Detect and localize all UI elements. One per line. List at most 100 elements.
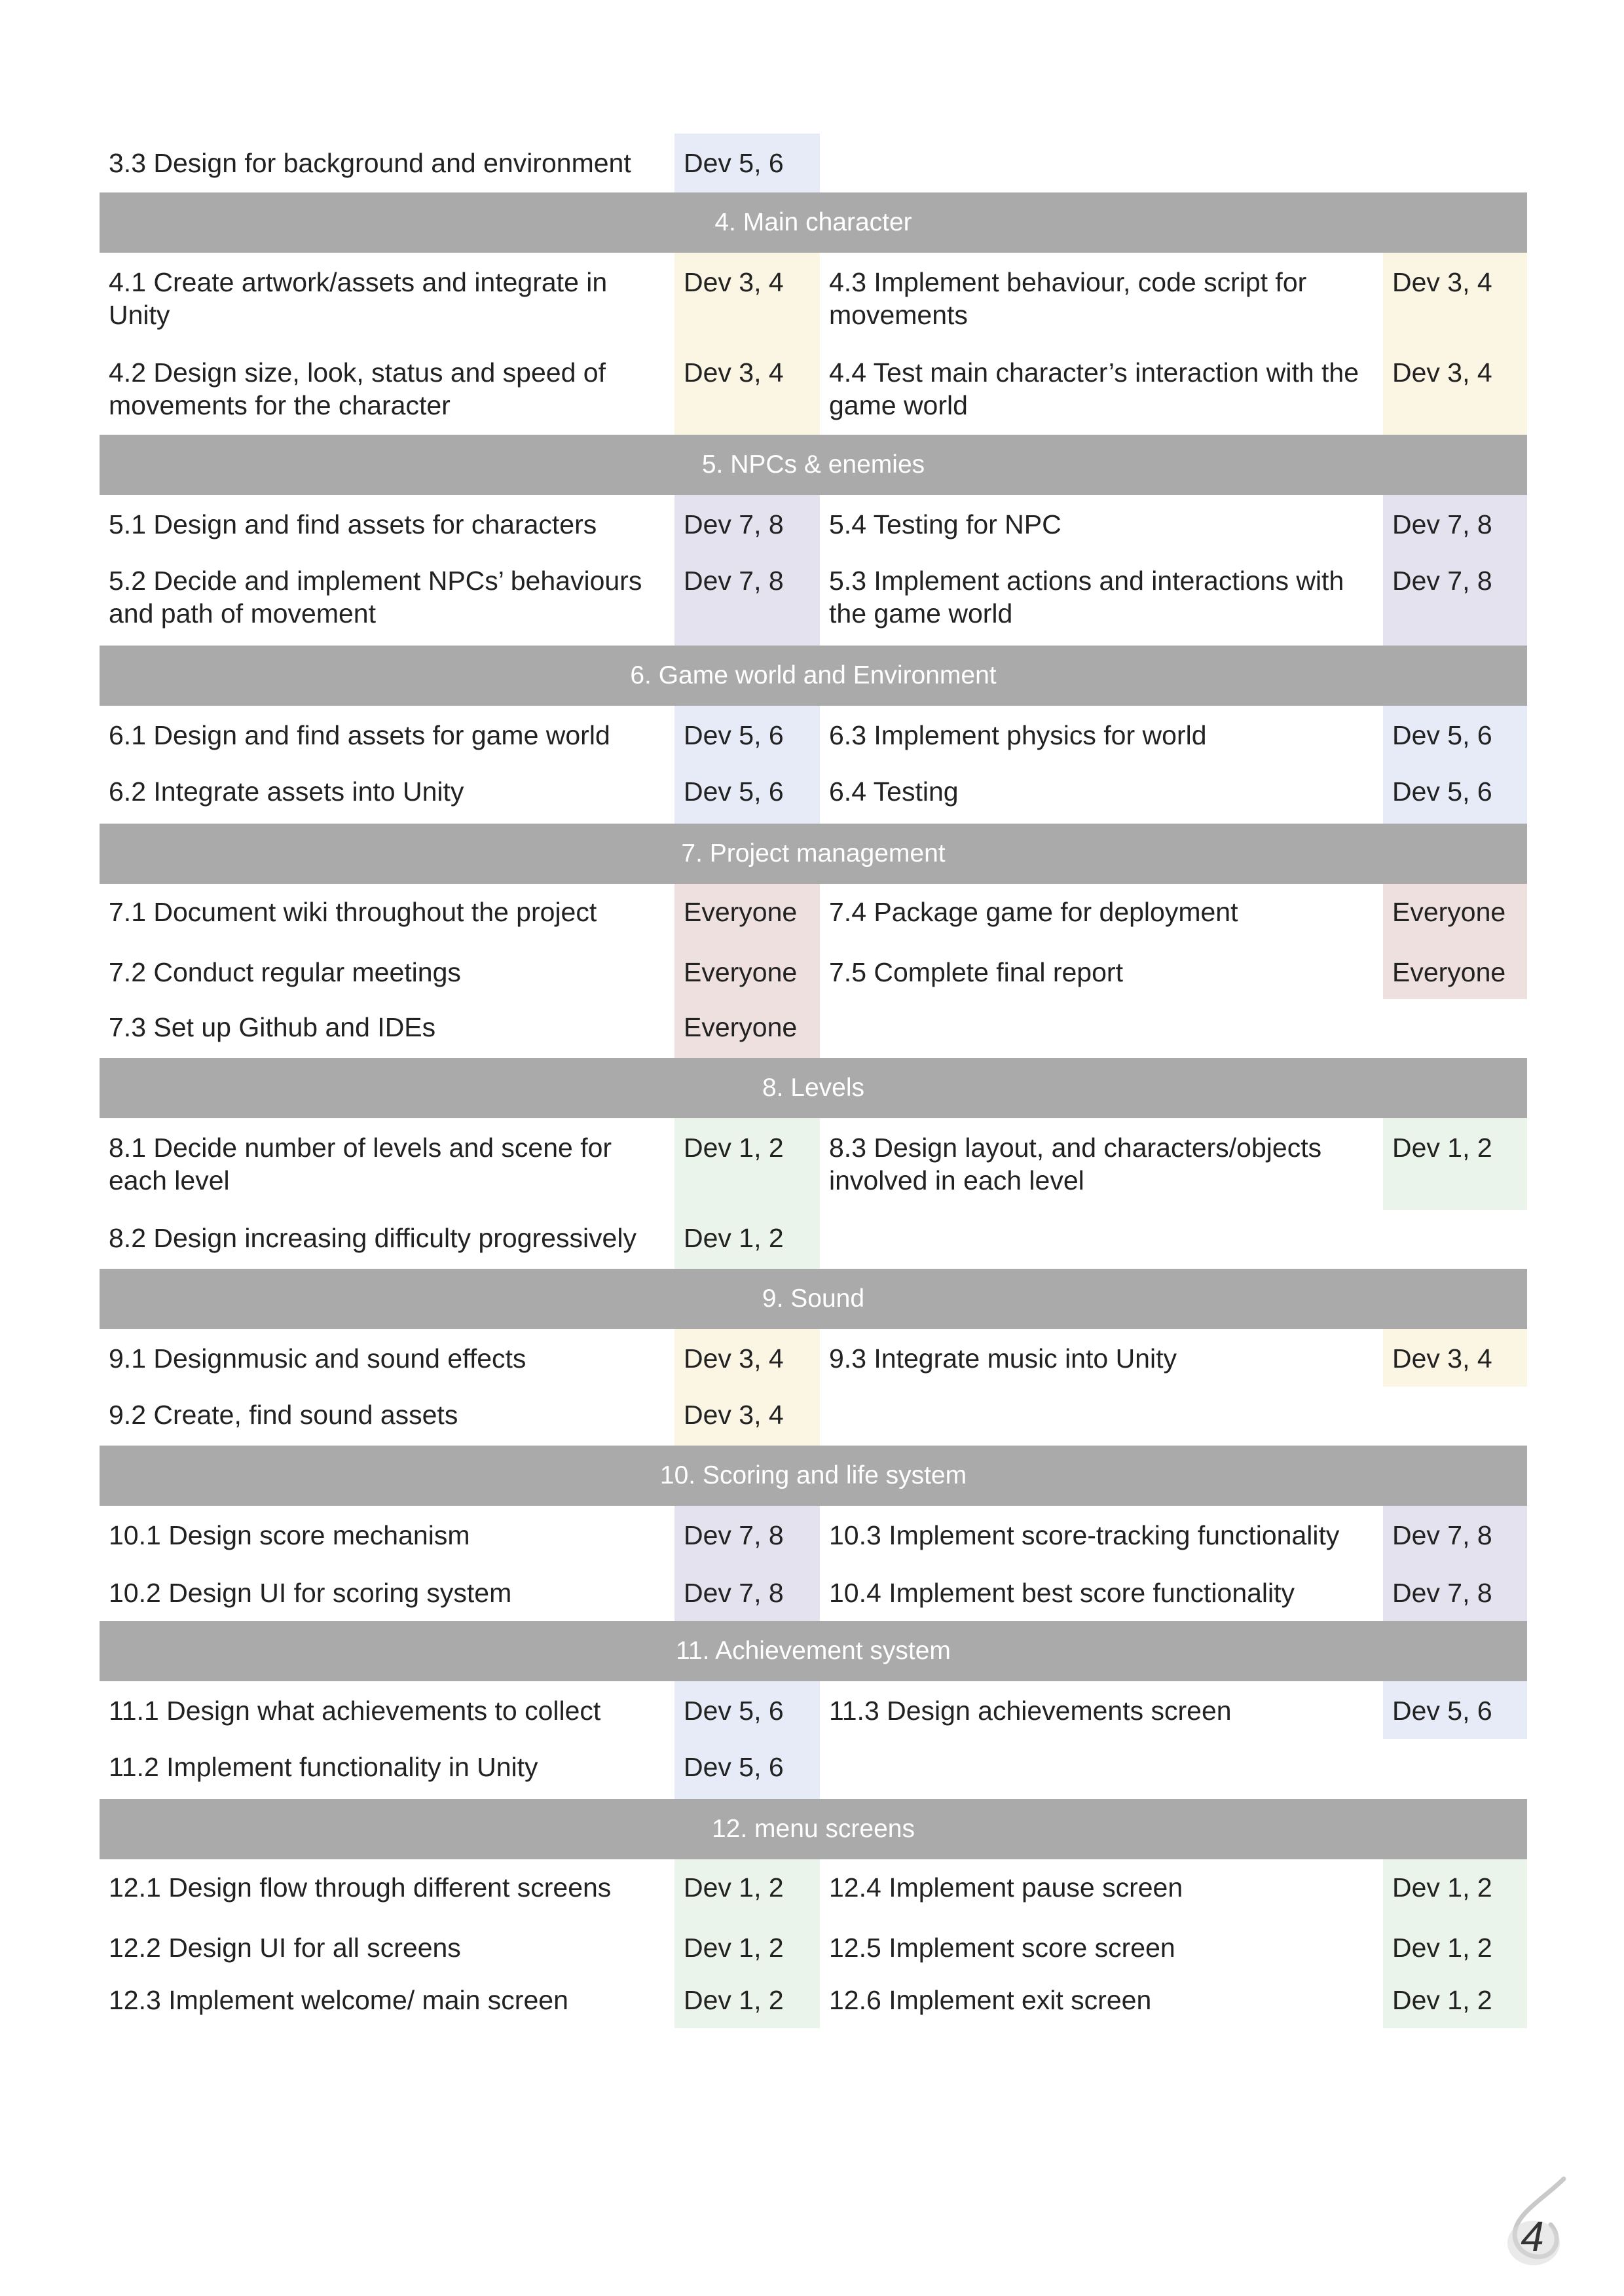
left-assignee-cell: Dev 3, 4: [674, 253, 820, 344]
right-assignee-cell: Dev 1, 2: [1383, 1975, 1527, 2028]
right-task-text: 12.5 Implement score screen: [829, 1933, 1175, 1963]
right-assignee-cell: Dev 5, 6: [1383, 1681, 1527, 1739]
left-assignee-cell: Dev 5, 6: [674, 134, 820, 192]
left-task-text: 7.1 Document wiki throughout the project: [109, 897, 597, 927]
left-task-text: 6.2 Integrate assets into Unity: [109, 776, 464, 807]
left-task-text: 11.1 Design what achievements to collect: [109, 1696, 601, 1726]
left-task-text: 9.1 Designmusic and sound effects: [109, 1343, 526, 1374]
page-number-badge: 4: [1507, 2176, 1566, 2265]
left-task-text: 7.3 Set up Github and IDEs: [109, 1012, 436, 1042]
task-row: 12.2 Design UI for all screens Dev 1, 2 12…: [100, 1918, 1527, 1975]
left-task-text: 9.2 Create, find sound assets: [109, 1400, 458, 1430]
left-task-text: 4.1 Create artwork/assets and integrate …: [109, 267, 608, 330]
left-assignee-cell: Everyone: [674, 884, 820, 943]
left-assignee-cell: Dev 1, 2: [674, 1859, 820, 1918]
section-header: 8. Levels: [100, 1058, 1527, 1118]
right-assignee-cell: Dev 7, 8: [1383, 1506, 1527, 1565]
left-task-text: 12.1 Design flow through different scree…: [109, 1872, 612, 1903]
left-assignee-cell: Dev 5, 6: [674, 763, 820, 824]
right-assignee-cell: Dev 1, 2: [1383, 1118, 1527, 1210]
task-row: 12.3 Implement welcome/ main screen Dev 1…: [100, 1975, 1527, 2028]
right-task-text: [820, 1739, 1383, 1799]
left-task-text: 12.3 Implement welcome/ main screen: [109, 1985, 568, 2015]
task-row: 7.1 Document wiki throughout the project…: [100, 884, 1527, 943]
task-row: 11.1 Design what achievements to collect…: [100, 1681, 1527, 1739]
left-assignee-cell: Dev 3, 4: [674, 1387, 820, 1446]
right-assignee-cell: Everyone: [1383, 884, 1527, 943]
right-task-text: 10.3 Implement score-tracking functional…: [829, 1520, 1340, 1550]
task-row: 11.2 Implement functionality in Unity Dev…: [100, 1739, 1527, 1799]
left-task-text: 10.1 Design score mechanism: [109, 1520, 470, 1550]
page-number-text: 4: [1521, 2213, 1544, 2260]
left-assignee-cell: Dev 3, 4: [674, 344, 820, 435]
left-task-text: 12.2 Design UI for all screens: [109, 1933, 461, 1963]
right-assignee-cell: Dev 3, 4: [1383, 253, 1527, 344]
right-task-text: [820, 134, 1383, 192]
right-task-text: [820, 1387, 1383, 1446]
right-task-text: 5.3 Implement actions and interactions w…: [829, 566, 1344, 629]
right-assignee-cell: Dev 7, 8: [1383, 553, 1527, 646]
left-task-text: 6.1 Design and find assets for game worl…: [109, 720, 610, 750]
section-header: 12. menu screens: [100, 1799, 1527, 1859]
left-assignee-cell: Dev 5, 6: [674, 706, 820, 763]
left-task-text: 4.2 Design size, look, status and speed …: [109, 357, 606, 420]
right-task-text: 10.4 Implement best score functionality: [829, 1578, 1295, 1608]
right-task-text: 9.3 Integrate music into Unity: [829, 1343, 1177, 1374]
right-task-text: [820, 1210, 1383, 1269]
left-assignee-cell: Dev 3, 4: [674, 1329, 820, 1387]
task-row: 4.1 Create artwork/assets and integrate …: [100, 253, 1527, 344]
section-header: 11. Achievement system: [100, 1621, 1527, 1681]
left-assignee-cell: Dev 5, 6: [674, 1739, 820, 1799]
right-task-text: 6.3 Implement physics for world: [829, 720, 1207, 750]
task-row: 7.2 Conduct regular meetings Everyone 7.5 …: [100, 943, 1527, 999]
left-task-text: 11.2 Implement functionality in Unity: [109, 1752, 538, 1782]
task-row: 6.1 Design and find assets for game worl…: [100, 706, 1527, 763]
left-assignee-cell: Dev 7, 8: [674, 553, 820, 646]
left-assignee-cell: Dev 5, 6: [674, 1681, 820, 1739]
right-assignee-cell: Dev 3, 4: [1383, 344, 1527, 435]
right-assignee-cell: [1383, 1387, 1527, 1446]
task-row: 8.2 Design increasing difficulty progres…: [100, 1210, 1527, 1269]
left-assignee-cell: Dev 1, 2: [674, 1118, 820, 1210]
left-task-text: 5.2 Decide and implement NPCs’ behaviour…: [109, 566, 642, 629]
left-assignee-cell: Dev 7, 8: [674, 1565, 820, 1621]
section-header: 7. Project management: [100, 824, 1527, 884]
right-task-text: 12.6 Implement exit screen: [829, 1985, 1152, 2015]
section-header: 6. Game world and Environment: [100, 646, 1527, 706]
right-assignee-cell: Dev 3, 4: [1383, 1329, 1527, 1387]
right-task-text: 6.4 Testing: [829, 776, 959, 807]
right-assignee-cell: [1383, 1739, 1527, 1799]
right-assignee-cell: Dev 7, 8: [1383, 495, 1527, 553]
task-row: 7.3 Set up Github and IDEs Everyone: [100, 999, 1527, 1058]
right-assignee-cell: [1383, 134, 1527, 192]
section-header: 10. Scoring and life system: [100, 1446, 1527, 1506]
left-task-text: 10.2 Design UI for scoring system: [109, 1578, 512, 1608]
right-assignee-cell: Dev 1, 2: [1383, 1918, 1527, 1975]
right-task-text: 7.4 Package game for deployment: [829, 897, 1238, 927]
right-task-text: 4.4 Test main character’s interaction wi…: [829, 357, 1359, 420]
left-assignee-cell: Dev 1, 2: [674, 1210, 820, 1269]
task-row: 12.1 Design flow through different scree…: [100, 1859, 1527, 1918]
task-row: 9.1 Designmusic and sound effects Dev 3, …: [100, 1329, 1527, 1387]
task-row: 3.3 Design for background and environmen…: [100, 134, 1527, 192]
left-task-text: 5.1 Design and find assets for character…: [109, 509, 597, 539]
right-task-text: 4.3 Implement behaviour, code script for…: [829, 267, 1307, 330]
task-row: 4.2 Design size, look, status and speed …: [100, 344, 1527, 435]
section-header: 9. Sound: [100, 1269, 1527, 1329]
left-assignee-cell: Dev 7, 8: [674, 1506, 820, 1565]
left-assignee-cell: Everyone: [674, 943, 820, 999]
left-task-text: 8.2 Design increasing difficulty progres…: [109, 1223, 637, 1253]
right-task-text: [820, 999, 1383, 1058]
left-task-text: 7.2 Conduct regular meetings: [109, 957, 461, 987]
task-table: 3.3 Design for background and environmen…: [100, 134, 1527, 2028]
left-assignee-cell: Dev 1, 2: [674, 1918, 820, 1975]
task-row: 10.1 Design score mechanism Dev 7, 8 10.3 …: [100, 1506, 1527, 1565]
task-row: 10.2 Design UI for scoring system Dev 7, …: [100, 1565, 1527, 1621]
left-task-text: 3.3 Design for background and environmen…: [109, 148, 631, 178]
task-row: 6.2 Integrate assets into Unity Dev 5, 6 6…: [100, 763, 1527, 824]
right-assignee-cell: Dev 7, 8: [1383, 1565, 1527, 1621]
right-assignee-cell: Dev 5, 6: [1383, 706, 1527, 763]
right-task-text: 8.3 Design layout, and characters/object…: [829, 1133, 1322, 1195]
section-header: 4. Main character: [100, 192, 1527, 253]
right-assignee-cell: [1383, 1210, 1527, 1269]
